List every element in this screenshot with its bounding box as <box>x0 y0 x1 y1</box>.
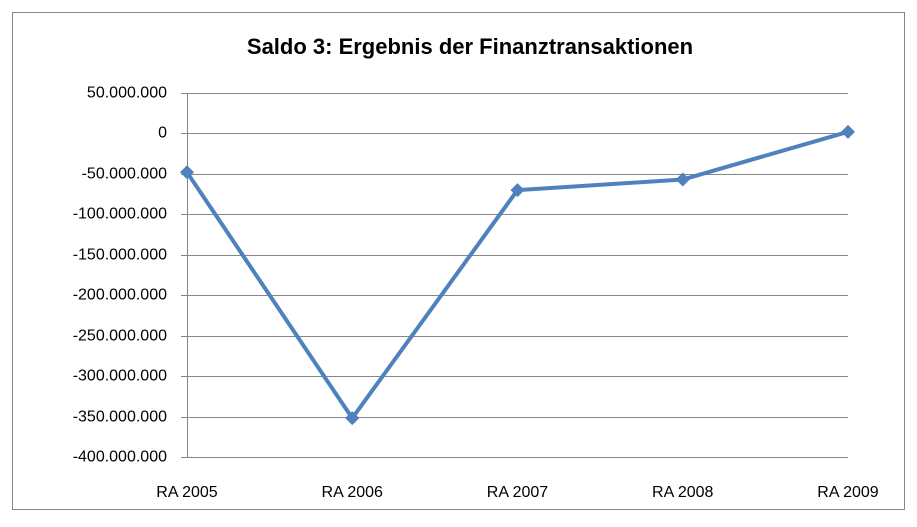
marker <box>345 411 360 426</box>
marker <box>675 172 690 187</box>
x-tick-label: RA 2007 <box>487 484 548 501</box>
y-tick-label: -100.000.000 <box>73 206 167 223</box>
marker <box>180 165 194 180</box>
y-tick-label: 50.000.000 <box>87 85 167 102</box>
y-tick-label: -350.000.000 <box>73 409 167 426</box>
x-tick-label: RA 2005 <box>156 484 217 501</box>
chart-title: Saldo 3: Ergebnis der Finanztransaktione… <box>247 34 693 59</box>
y-tick-label: -300.000.000 <box>73 368 167 385</box>
chart-border <box>12 12 905 510</box>
x-tick-label: RA 2009 <box>817 484 878 501</box>
marker <box>510 183 525 198</box>
x-tick-label: RA 2008 <box>652 484 713 501</box>
y-tick-label: 0 <box>158 125 167 142</box>
y-tick-label: -50.000.000 <box>82 166 168 183</box>
marker <box>841 124 855 139</box>
x-tick-label: RA 2006 <box>322 484 383 501</box>
y-tick-label: -150.000.000 <box>73 247 167 264</box>
y-tick-label: -400.000.000 <box>73 449 167 466</box>
y-tick-label: -200.000.000 <box>73 287 167 304</box>
y-tick-label: -250.000.000 <box>73 328 167 345</box>
